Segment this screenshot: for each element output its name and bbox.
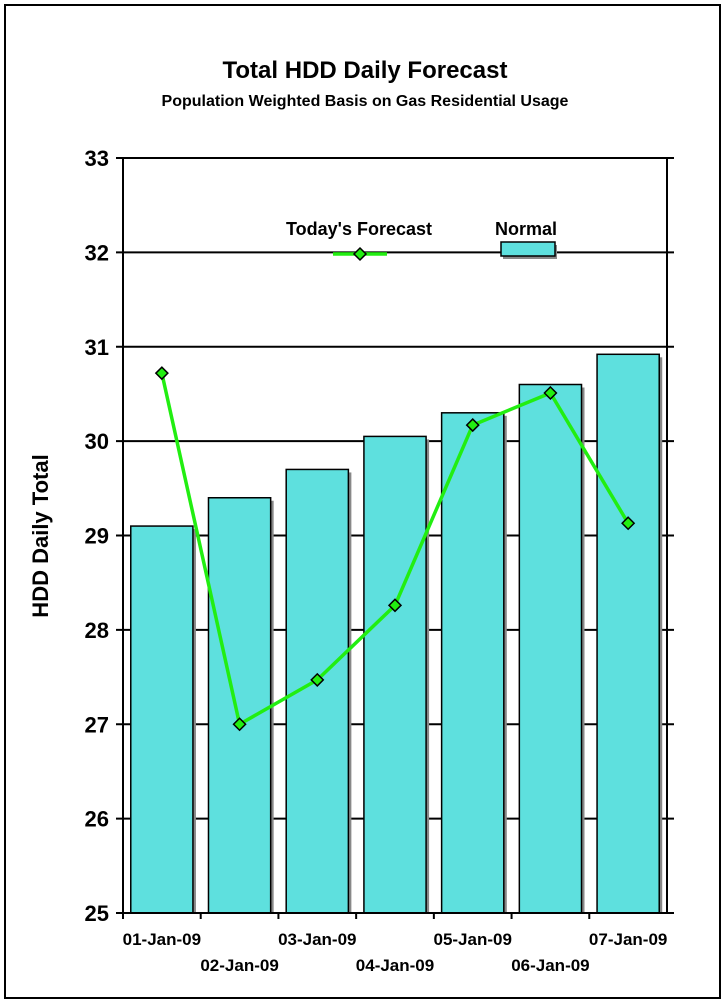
forecast-point: [310, 672, 325, 687]
legend: Today's Forecast Normal: [286, 219, 557, 262]
legend-label-forecast: Today's Forecast: [286, 219, 432, 239]
x-tick-label: 01-Jan-09: [123, 930, 201, 949]
chart-subtitle: Population Weighted Basis on Gas Residen…: [162, 93, 569, 110]
y-tick-label: 32: [85, 240, 109, 265]
x-tick-label: 07-Jan-09: [589, 930, 667, 949]
x-tick-label: 05-Jan-09: [433, 930, 511, 949]
y-tick-label: 31: [85, 335, 109, 360]
x-tick-label: 04-Jan-09: [356, 956, 434, 975]
y-tick-label: 33: [85, 146, 109, 171]
chart: Total HDD Daily Forecast Population Weig…: [28, 57, 674, 975]
x-tick-label: 02-Jan-09: [200, 956, 278, 975]
forecast-point: [465, 418, 480, 433]
x-tick-label: 06-Jan-09: [511, 956, 589, 975]
y-tick-label: 25: [85, 901, 109, 926]
legend-marker-forecast: [352, 246, 368, 262]
bar: [363, 435, 427, 914]
chart-frame: Total HDD Daily Forecast Population Weig…: [4, 4, 721, 999]
bar: [440, 412, 505, 914]
forecast-point: [154, 366, 169, 381]
legend-swatch-normal: [500, 241, 556, 257]
y-ticks: 25 26 27 28 29 30 31 32 33: [85, 146, 674, 926]
y-tick-label: 26: [85, 807, 109, 832]
bar-series: [130, 353, 663, 914]
x-tick-label: 03-Jan-09: [278, 930, 356, 949]
line-series: [154, 366, 636, 732]
bar: [130, 525, 194, 914]
bar: [207, 497, 272, 914]
y-tick-label: 28: [85, 618, 109, 643]
forecast-point: [543, 385, 558, 401]
y-axis-label: HDD Daily Total: [28, 454, 53, 617]
bar: [596, 353, 660, 914]
forecast-point: [232, 717, 247, 732]
legend-label-normal: Normal: [495, 219, 557, 239]
forecast-point: [621, 516, 636, 531]
y-tick-label: 30: [85, 429, 109, 454]
y-tick-label: 27: [85, 712, 109, 737]
forecast-point: [387, 598, 403, 613]
bar: [518, 383, 583, 914]
chart-title: Total HDD Daily Forecast: [223, 57, 508, 84]
y-tick-label: 29: [85, 524, 109, 549]
